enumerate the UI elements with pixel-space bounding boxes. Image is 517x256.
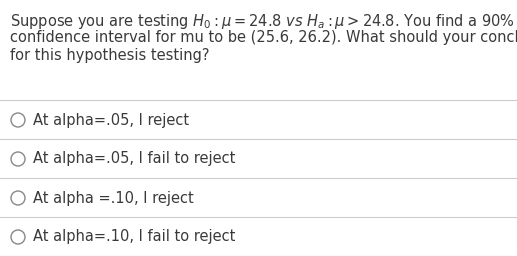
Text: At alpha=.05, I fail to reject: At alpha=.05, I fail to reject xyxy=(33,152,235,166)
Text: At alpha=.10, I fail to reject: At alpha=.10, I fail to reject xyxy=(33,229,235,244)
Text: At alpha=.05, I reject: At alpha=.05, I reject xyxy=(33,112,189,127)
Text: Suppose you are testing $H_0 : \mu = 24.8$ $vs$ $H_a : \mu > 24.8$. You find a 9: Suppose you are testing $H_0 : \mu = 24.… xyxy=(10,12,515,31)
Text: confidence interval for mu to be (25.6, 26.2). What should your conclusion be: confidence interval for mu to be (25.6, … xyxy=(10,30,517,45)
Text: for this hypothesis testing?: for this hypothesis testing? xyxy=(10,48,209,63)
Text: At alpha =.10, I reject: At alpha =.10, I reject xyxy=(33,190,194,206)
